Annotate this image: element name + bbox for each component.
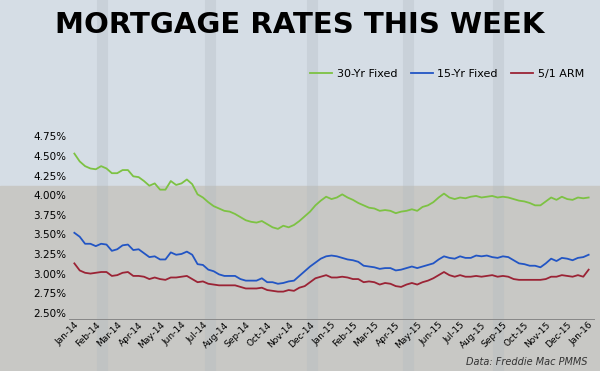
30-Yr Fixed	[205, 200, 212, 204]
Bar	[0, 186, 600, 371]
30-Yr Fixed	[585, 195, 592, 200]
30-Yr Fixed	[274, 227, 281, 231]
30-Yr Fixed	[108, 171, 115, 175]
5/1 ARM	[87, 271, 94, 276]
5/1 ARM	[371, 280, 378, 285]
15-Yr Fixed	[71, 230, 78, 235]
30-Yr Fixed	[71, 151, 78, 156]
30-Yr Fixed	[333, 195, 340, 200]
30-Yr Fixed	[87, 166, 94, 171]
5/1 ARM	[205, 282, 212, 286]
15-Yr Fixed	[205, 267, 212, 272]
5/1 ARM	[274, 289, 281, 294]
Text: Data: Freddie Mac PMMS: Data: Freddie Mac PMMS	[467, 357, 588, 367]
5/1 ARM	[71, 261, 78, 266]
Legend: 30-Yr Fixed, 15-Yr Fixed, 5/1 ARM: 30-Yr Fixed, 15-Yr Fixed, 5/1 ARM	[305, 64, 589, 83]
15-Yr Fixed	[371, 265, 378, 269]
30-Yr Fixed	[371, 206, 378, 211]
15-Yr Fixed	[333, 254, 340, 259]
Line: 5/1 ARM: 5/1 ARM	[74, 263, 589, 292]
Line: 15-Yr Fixed: 15-Yr Fixed	[74, 233, 589, 284]
5/1 ARM	[473, 274, 480, 278]
5/1 ARM	[333, 275, 340, 280]
5/1 ARM	[585, 267, 592, 272]
30-Yr Fixed	[473, 194, 480, 198]
15-Yr Fixed	[274, 282, 281, 286]
5/1 ARM	[108, 274, 115, 278]
Line: 30-Yr Fixed: 30-Yr Fixed	[74, 154, 589, 229]
Text: MORTGAGE RATES THIS WEEK: MORTGAGE RATES THIS WEEK	[55, 11, 545, 39]
15-Yr Fixed	[473, 253, 480, 258]
15-Yr Fixed	[585, 253, 592, 257]
15-Yr Fixed	[87, 242, 94, 246]
15-Yr Fixed	[108, 249, 115, 253]
Bar	[0, 0, 600, 186]
